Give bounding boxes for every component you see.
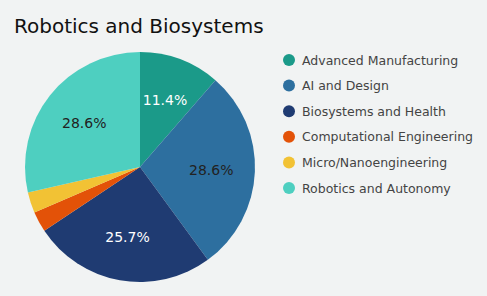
chart: Robotics and Biosystems 11.4% 28.6% 25.7% 28…: [0, 0, 487, 296]
legend: Advanced Manufacturing AI and Design Biosy…: [283, 53, 473, 196]
legend-swatch: [283, 131, 295, 143]
legend-item: Computational Engineering: [283, 129, 473, 144]
legend-label: Advanced Manufacturing: [302, 53, 458, 68]
legend-swatch: [283, 54, 295, 66]
legend-label: Micro/Nanoengineering: [302, 155, 447, 170]
data-label: 11.4%: [143, 92, 187, 108]
legend-item: Biosystems and Health: [283, 104, 446, 119]
legend-swatch: [283, 156, 295, 168]
data-label: 28.6%: [189, 162, 233, 178]
legend-swatch: [283, 182, 295, 194]
legend-label: Robotics and Autonomy: [302, 181, 451, 196]
legend-item: Robotics and Autonomy: [283, 181, 451, 196]
data-labels: 11.4% 28.6% 25.7% 28.6%: [62, 92, 233, 245]
slice: [25, 52, 140, 193]
legend-swatch: [283, 105, 295, 117]
legend-label: AI and Design: [302, 78, 389, 93]
title: Robotics and Biosystems: [14, 14, 264, 38]
legend-label: Computational Engineering: [302, 129, 473, 144]
data-label: 28.6%: [62, 115, 106, 131]
data-label: 25.7%: [105, 229, 149, 245]
legend-swatch: [283, 80, 295, 92]
legend-label: Biosystems and Health: [302, 104, 446, 119]
legend-item: Advanced Manufacturing: [283, 53, 458, 68]
legend-item: Micro/Nanoengineering: [283, 155, 447, 170]
legend-item: AI and Design: [283, 78, 389, 93]
pie: [25, 52, 255, 282]
